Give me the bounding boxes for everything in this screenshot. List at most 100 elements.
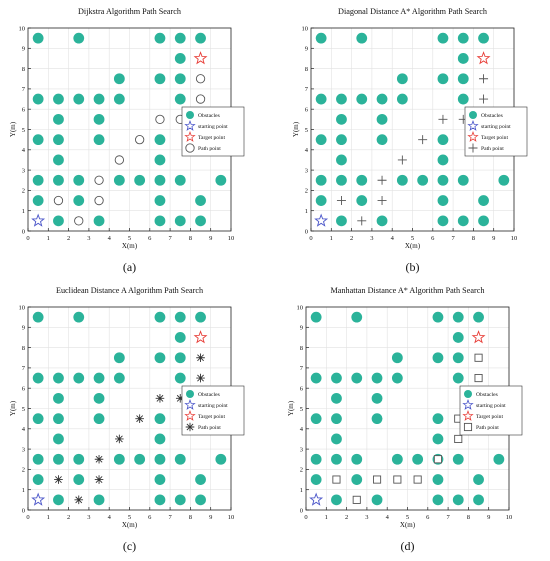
legend-target-marker [462, 410, 474, 421]
obstacle-point [154, 352, 166, 364]
legend-target-marker [184, 410, 196, 421]
obstacle-point [457, 93, 469, 105]
x-tick-label: 8 [189, 235, 192, 242]
obstacle-point [73, 93, 85, 105]
y-tick-label: 5 [305, 127, 308, 134]
obstacle-point [457, 32, 469, 44]
x-tick-label: 4 [386, 514, 390, 521]
obstacle-point [336, 134, 347, 146]
obstacle-point [93, 494, 105, 506]
y-tick-label: 5 [22, 406, 25, 413]
path-point [418, 135, 428, 145]
x-tick-label: 1 [330, 235, 333, 242]
x-axis-label: X(m) [122, 242, 138, 250]
legend-label: starting point [198, 403, 228, 409]
legend-label: starting point [481, 124, 511, 130]
obstacle-point [154, 215, 166, 227]
x-tick-label: 0 [26, 235, 29, 242]
obstacle-point [32, 134, 44, 146]
obstacle-point [154, 32, 166, 44]
obstacle-point [154, 413, 166, 425]
obstacle-point [457, 53, 469, 64]
path-point [74, 495, 84, 505]
obstacle-point [195, 195, 206, 206]
y-tick-label: 6 [300, 386, 304, 393]
obstacle-point [437, 195, 449, 206]
y-tick-label: 8 [305, 66, 308, 73]
obstacle-point [391, 352, 403, 364]
path-point [94, 454, 104, 464]
y-axis-label: Y(m) [9, 400, 17, 416]
y-tick-label: 9 [300, 325, 303, 332]
y-tick-label: 6 [22, 107, 26, 114]
legend-label: starting point [476, 403, 506, 409]
obstacle-point [195, 494, 206, 506]
legend-label: Target point [198, 414, 225, 420]
x-tick-label: 1 [47, 514, 50, 521]
obstacle-point [356, 174, 368, 186]
obstacle-point [53, 154, 64, 166]
target-point-star [193, 330, 208, 344]
target-point-star [193, 51, 208, 65]
y-tick-label: 7 [300, 365, 304, 372]
x-tick-label: 9 [209, 235, 212, 242]
x-tick-label: 7 [446, 514, 450, 521]
obstacle-point [412, 453, 424, 465]
obstacle-point [53, 174, 64, 186]
obstacle-point [93, 134, 105, 146]
y-tick-label: 9 [22, 46, 25, 53]
x-tick-label: 9 [487, 514, 490, 521]
legend-obstacle-marker [186, 111, 194, 119]
obstacle-point [53, 372, 64, 384]
obstacle-point [154, 433, 166, 445]
obstacle-point [73, 32, 85, 44]
path-point [115, 434, 124, 444]
x-tick-label: 2 [345, 514, 348, 521]
obstacle-point [315, 32, 327, 44]
starting-point-star [309, 492, 324, 506]
legend-label: Obstacles [476, 392, 498, 398]
obstacle-point [351, 453, 363, 465]
obstacle-point [437, 174, 449, 186]
obstacle-point [53, 215, 64, 227]
obstacle-point [73, 195, 85, 206]
path-point [332, 475, 341, 484]
obstacle-point [113, 73, 125, 85]
obstacle-point [93, 215, 105, 227]
obstacle-point [452, 332, 464, 343]
x-tick-label: 6 [148, 235, 152, 242]
obstacle-point [498, 174, 510, 186]
obstacle-point [336, 93, 347, 105]
y-tick-label: 4 [22, 426, 26, 433]
path-point [393, 475, 402, 484]
path-point [135, 414, 144, 423]
x-tick-label: 8 [189, 514, 192, 521]
x-tick-label: 5 [128, 514, 131, 521]
legend-label: Path point [481, 146, 504, 152]
obstacle-point [154, 174, 166, 186]
obstacle-point [310, 372, 322, 384]
x-tick-label: 3 [87, 514, 90, 521]
legend-label: Obstacles [198, 113, 220, 119]
x-axis-label: X(m) [122, 521, 138, 529]
starting-point-star [31, 213, 46, 227]
obstacle-point [391, 453, 403, 465]
x-tick-label: 10 [228, 235, 235, 242]
y-tick-label: 2 [300, 467, 303, 474]
chart-panel-3: 0 1 2 3 4 5 6 7 8 9 10 0 1 2 3 4 5 6 7 8 9 10 Euclidean Distan… [9, 286, 245, 553]
legend-label: Path point [198, 425, 221, 431]
y-tick-label: 10 [297, 304, 304, 311]
chart-panel-1: 0 1 2 3 4 5 6 7 8 9 10 0 1 2 3 4 5 6 7 8 9 10 Dijkstra Algorit… [9, 7, 245, 274]
obstacle-point [336, 215, 347, 227]
obstacle-point [53, 433, 64, 445]
path-point [454, 434, 463, 444]
obstacle-point [32, 32, 44, 44]
obstacle-point [432, 474, 444, 485]
obstacle-point [331, 494, 342, 506]
legend-label: starting point [198, 124, 228, 130]
obstacle-point [154, 453, 166, 465]
obstacle-point [432, 311, 444, 323]
panel-caption: (a) [123, 260, 136, 274]
obstacle-point [195, 311, 206, 323]
obstacle-point [174, 372, 186, 384]
